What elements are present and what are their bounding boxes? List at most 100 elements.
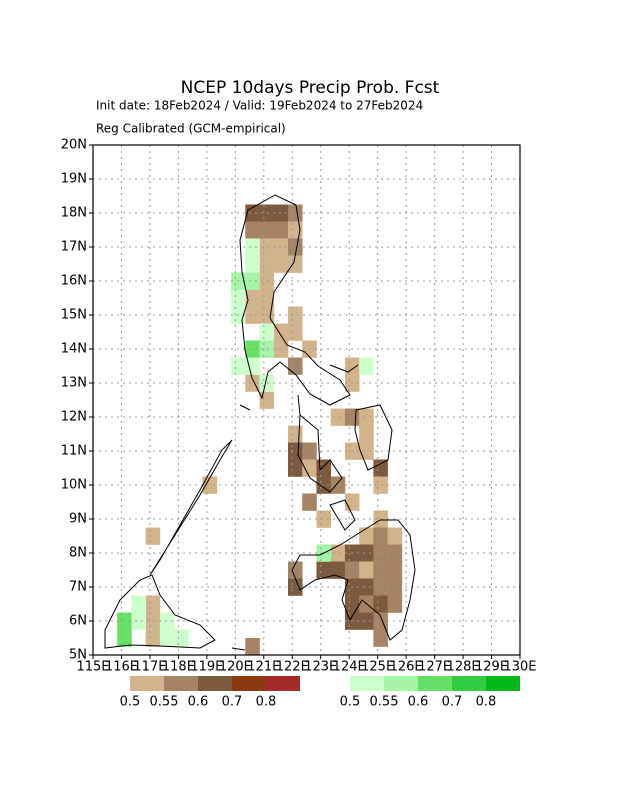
grid-cell: [259, 204, 275, 222]
grid-cell: [273, 340, 289, 358]
grid-cell: [259, 323, 275, 341]
x-tick-label: 127E: [418, 660, 451, 675]
y-tick-label: 13N: [61, 376, 87, 391]
grid-cell: [202, 476, 218, 494]
y-tick-label: 10N: [61, 478, 87, 493]
grid-cell: [373, 544, 388, 562]
grid-cell: [287, 442, 303, 460]
grid-cell: [316, 459, 331, 477]
grid-cell: [373, 510, 388, 528]
grid-cell: [287, 357, 303, 375]
grid-cell: [145, 595, 161, 613]
legend-label: 0.6: [408, 695, 429, 710]
grid-cell: [359, 612, 374, 630]
legend-label: 0.5: [120, 695, 141, 710]
grid-cell: [231, 289, 246, 307]
grid-cell: [330, 408, 346, 426]
grid-cell: [373, 527, 388, 545]
legend-label: 0.7: [222, 695, 243, 710]
grid-cell: [245, 238, 260, 256]
legend-label: 0.8: [256, 695, 277, 710]
legend-swatch: [486, 676, 520, 691]
y-tick-label: 17N: [61, 240, 87, 255]
x-tick-label: 129E: [475, 660, 508, 675]
grid-cell: [245, 357, 260, 375]
x-tick-label: 128E: [447, 660, 480, 675]
x-tick-label: 121E: [247, 660, 280, 675]
grid-cell: [373, 578, 388, 596]
grid-cell: [159, 612, 175, 630]
legend-swatch: [232, 676, 266, 691]
y-tick-label: 16N: [61, 274, 87, 289]
grid-cell: [259, 255, 275, 273]
grid-cell: [287, 425, 303, 443]
coastline: [104, 194, 416, 651]
grid-cell: [273, 255, 289, 273]
grid-cell: [344, 561, 360, 579]
y-tick-label: 6N: [69, 614, 87, 629]
grid-cell: [174, 629, 189, 647]
grid-cell: [259, 391, 275, 409]
legend-swatch: [384, 676, 418, 691]
grid-cell: [287, 255, 303, 273]
grid-cell: [259, 221, 275, 239]
legend-label: 0.55: [370, 695, 399, 710]
grid-cell: [373, 561, 388, 579]
x-tick-label: 130E: [503, 660, 536, 675]
grid-cell: [245, 221, 260, 239]
grid-cell: [145, 527, 161, 545]
legend-label: 0.55: [150, 695, 179, 710]
grid-cell: [259, 289, 275, 307]
grid-cell: [387, 561, 403, 579]
legend-label: 0.5: [340, 695, 361, 710]
x-tick-label: 125E: [361, 660, 394, 675]
grid-cell: [316, 510, 331, 528]
legend-swatch: [452, 676, 486, 691]
grid-cell: [287, 459, 303, 477]
grid-cell: [359, 544, 374, 562]
grid-cell: [259, 340, 275, 358]
grid-cell: [330, 544, 346, 562]
grid-cell: [387, 527, 403, 545]
grid-cell: [287, 578, 303, 596]
grid-cell: [359, 442, 374, 460]
grid-cell: [359, 561, 374, 579]
grid-cell: [359, 425, 374, 443]
y-tick-label: 12N: [61, 410, 87, 425]
legend-swatch: [198, 676, 232, 691]
x-tick-label: 117E: [133, 660, 166, 675]
y-tick-label: 7N: [69, 580, 87, 595]
y-tick-label: 18N: [61, 206, 87, 221]
grid-cell: [302, 493, 317, 511]
grid-cell: [259, 238, 275, 256]
grid-cell: [287, 561, 303, 579]
grid-cell: [373, 595, 388, 613]
x-tick-label: 119E: [190, 660, 223, 675]
grid-cell: [159, 629, 175, 647]
grid-cell: [359, 357, 374, 375]
y-tick-label: 5N: [69, 648, 87, 663]
legend-label: 0.6: [188, 695, 209, 710]
y-tick-label: 14N: [61, 342, 87, 357]
plot-frame: [92, 144, 521, 656]
legend-swatch: [266, 676, 300, 691]
grid-cell: [245, 272, 260, 290]
grid-cell: [131, 595, 146, 613]
grid-cell: [302, 459, 317, 477]
grid-cell: [373, 476, 388, 494]
grid-cell: [231, 357, 246, 375]
grid-cell: [387, 595, 403, 613]
legend-swatch: [130, 676, 164, 691]
grid-cell: [259, 374, 275, 392]
grid-cell: [359, 578, 374, 596]
y-tick-label: 8N: [69, 546, 87, 561]
grid-cell: [245, 204, 260, 222]
x-tick-label: 115E: [76, 660, 109, 675]
legend-swatch: [418, 676, 452, 691]
subtitle: Reg Calibrated (GCM-empirical): [96, 122, 286, 136]
x-tick-label: 116E: [105, 660, 138, 675]
grid-cell: [259, 272, 275, 290]
grid-cell: [273, 204, 289, 222]
grid-cell: [145, 629, 161, 647]
